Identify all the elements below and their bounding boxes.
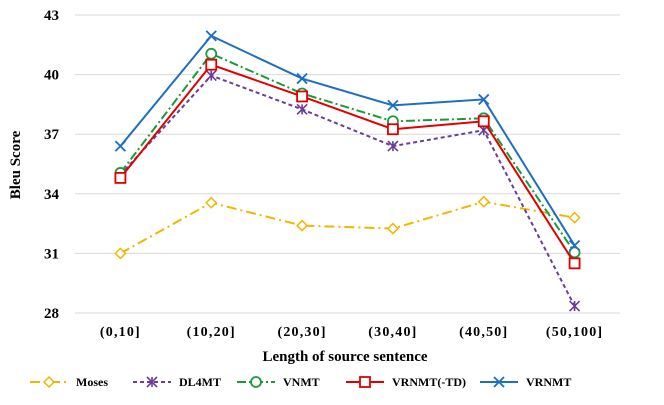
data-point [205,196,218,209]
y-axis-title: Bleu Score [8,130,24,199]
data-point [205,70,217,82]
x-tick-label: (0,10] [100,325,141,340]
series-line [119,200,575,255]
y-tick-label: 28 [44,306,59,322]
data-point [114,172,127,184]
legend-item: DL4MT [133,375,221,389]
series-vrnmt-td- [114,58,581,270]
series-moses [114,195,581,260]
data-point [386,222,399,235]
data-point [568,211,581,224]
data-point [478,93,490,106]
data-point [296,219,309,232]
data-point [387,140,399,152]
legend-marker [146,376,158,388]
x-tick-label: (50,100] [546,325,603,340]
data-point [296,103,308,115]
legend-label: VRNMT(-TD) [392,375,466,389]
data-point [296,72,308,85]
data-point [296,90,308,103]
x-axis-ticks: (0,10] (10,20] (20,30] (30,40] (40,50] (50,10… [100,325,603,340]
y-tick-label: 43 [44,8,59,24]
series-line [119,74,576,307]
data-point [387,123,399,136]
x-tick-label: (30,40] [368,325,417,340]
series-lines [114,30,581,312]
data-point [205,47,218,60]
legend-marker [359,376,371,388]
series-dl4mt [114,70,581,312]
series-line [119,52,576,253]
y-tick-label: 31 [44,246,59,262]
data-point [114,247,127,260]
legend-label: Moses [76,375,108,389]
data-point [387,99,399,112]
data-point [477,195,490,208]
legend-marker [493,376,505,388]
gridlines [75,14,620,314]
legend-label: VRNMT [526,375,571,389]
y-tick-label: 34 [44,187,60,203]
y-axis-ticks: 28 31 34 37 40 43 [44,8,60,322]
legend-label: VNMT [283,375,320,389]
series-line [119,34,576,246]
legend-item: VNMT [237,375,320,389]
x-axis-title: Length of source sentence [262,349,427,365]
x-tick-label: (40,50] [459,325,508,340]
x-tick-label: (20,30] [277,325,326,340]
legend-marker [250,376,262,388]
series-line [119,63,576,264]
series-vrnmt [114,30,581,252]
legend-item: VRNMT(-TD) [346,375,466,389]
data-point [568,246,581,259]
y-tick-label: 40 [44,68,59,84]
data-point [114,140,127,152]
data-point [568,257,581,270]
data-point [205,58,218,71]
legend-marker [42,375,56,389]
legend-item: VRNMT [480,375,571,389]
legend: Moses DL4MT VNMT VRNMT(-TD) VRNMT [30,375,571,389]
data-point [205,30,217,42]
legend-item: Moses [30,375,108,389]
data-point [477,115,490,128]
data-point [569,300,581,312]
legend-label: DL4MT [179,375,221,389]
y-tick-label: 37 [44,127,60,143]
data-point [568,239,581,252]
x-tick-label: (10,20] [187,325,236,340]
